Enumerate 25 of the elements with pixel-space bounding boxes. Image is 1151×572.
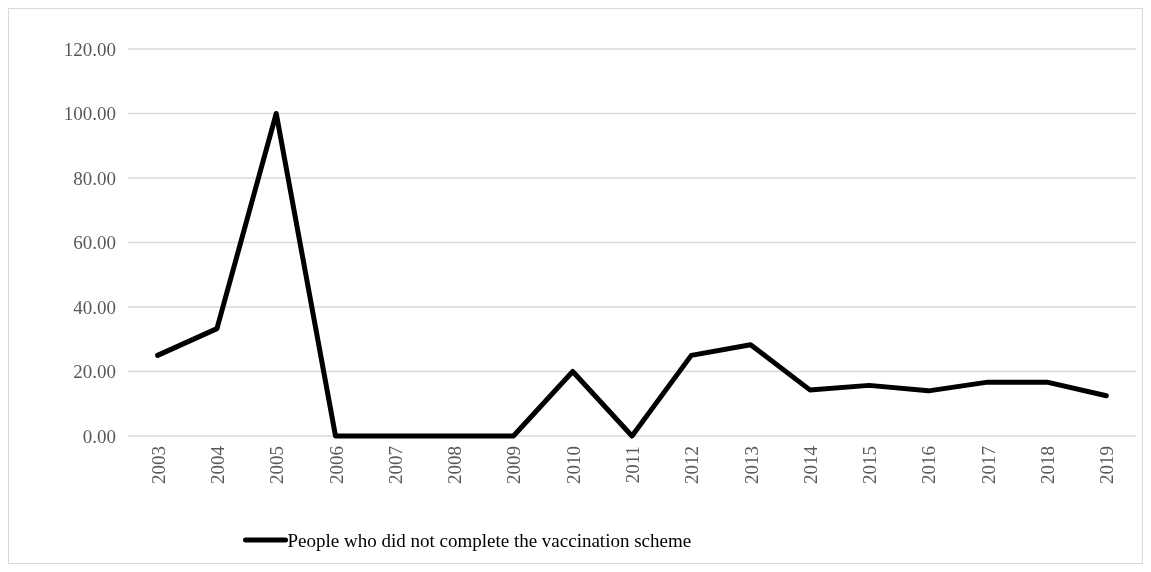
x-tick-label: 2012 bbox=[681, 446, 703, 484]
y-tick-label: 20.00 bbox=[73, 361, 116, 383]
x-tick-label: 2008 bbox=[444, 446, 466, 484]
x-tick-label: 2007 bbox=[384, 446, 406, 484]
x-tick-label: 2018 bbox=[1037, 446, 1059, 484]
x-tick-label: 2006 bbox=[325, 446, 347, 484]
y-tick-label: 120.00 bbox=[63, 38, 116, 60]
y-tick-label: 80.00 bbox=[73, 167, 116, 189]
y-tick-label: 0.00 bbox=[82, 425, 116, 447]
x-tick-label: 2016 bbox=[918, 446, 940, 484]
x-tick-label: 2014 bbox=[799, 445, 821, 484]
x-tick-label: 2005 bbox=[266, 446, 288, 484]
x-tick-label: 2003 bbox=[147, 446, 169, 484]
x-tick-label: 2015 bbox=[859, 446, 881, 484]
x-tick-label: 2019 bbox=[1096, 446, 1118, 484]
x-tick-label: 2010 bbox=[562, 446, 584, 484]
x-tick-label: 2004 bbox=[206, 445, 228, 484]
x-tick-label: 2017 bbox=[977, 446, 999, 484]
y-tick-label: 100.00 bbox=[63, 103, 116, 125]
x-tick-label: 2011 bbox=[622, 446, 643, 484]
legend-label: People who did not complete the vaccination scheme bbox=[287, 529, 692, 551]
x-tick-label: 2013 bbox=[740, 446, 762, 484]
y-tick-label: 40.00 bbox=[73, 296, 116, 318]
x-tick-label: 2009 bbox=[503, 446, 525, 484]
y-tick-label: 60.00 bbox=[73, 232, 116, 254]
